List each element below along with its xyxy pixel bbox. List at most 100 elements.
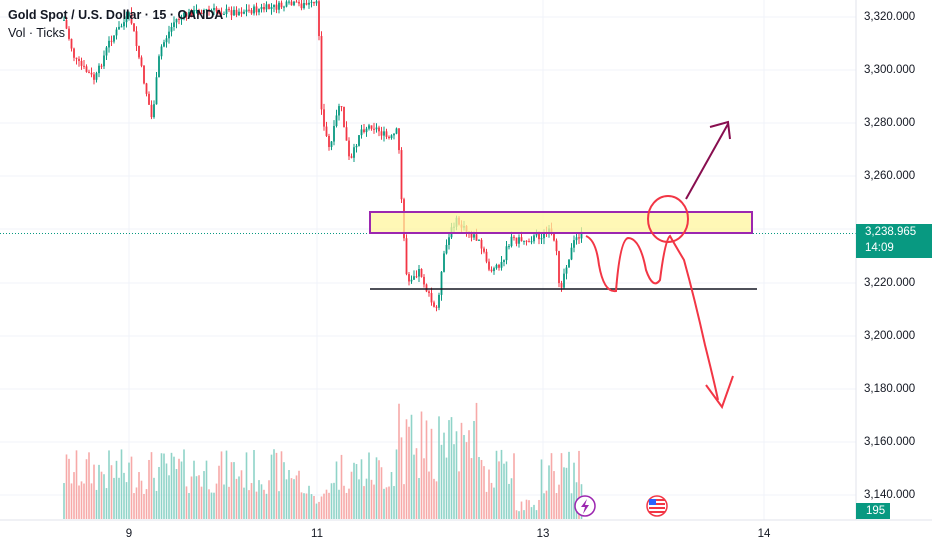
candle-body bbox=[390, 135, 393, 139]
volume-bar bbox=[553, 471, 555, 519]
candle-body bbox=[435, 306, 438, 308]
candle-body bbox=[143, 65, 145, 84]
volume-bar bbox=[173, 456, 175, 519]
volume-bar bbox=[218, 465, 220, 519]
candle-body bbox=[198, 9, 200, 14]
volume-bar bbox=[475, 402, 478, 519]
candle-body bbox=[400, 150, 403, 200]
volume-bar bbox=[325, 489, 328, 519]
volume-bar bbox=[490, 482, 493, 519]
volume-bar bbox=[223, 484, 225, 519]
candle-body bbox=[360, 129, 363, 136]
volume-bar bbox=[365, 478, 368, 519]
volume-bar bbox=[448, 420, 450, 519]
price-tick: 3,180.000 bbox=[864, 383, 916, 395]
volume-bar bbox=[505, 461, 508, 519]
purple-arrow-line[interactable] bbox=[685, 123, 729, 200]
volume-bar bbox=[570, 493, 573, 519]
volume-indicator-label[interactable]: Vol · Ticks bbox=[8, 26, 65, 40]
candle-body bbox=[513, 236, 515, 238]
volume-bar bbox=[548, 465, 550, 519]
volume-bar bbox=[578, 450, 580, 519]
candle-body bbox=[95, 73, 98, 80]
volume-bar bbox=[248, 490, 250, 519]
volume-bar bbox=[440, 444, 443, 519]
volume-bar bbox=[160, 453, 163, 519]
red-arrow-head[interactable] bbox=[705, 375, 734, 410]
candle-body bbox=[238, 11, 240, 16]
red-circle-drawing[interactable] bbox=[647, 195, 689, 243]
candle-body bbox=[130, 12, 133, 24]
volume-bar bbox=[405, 419, 408, 519]
resistance-zone[interactable] bbox=[369, 211, 753, 234]
volume-bar bbox=[495, 450, 498, 519]
candle-body bbox=[495, 264, 498, 269]
volume-bar bbox=[445, 457, 448, 519]
time-tick: 9 bbox=[125, 528, 133, 540]
candle-body bbox=[190, 12, 193, 18]
candle-body bbox=[275, 4, 278, 10]
candle-body bbox=[510, 236, 513, 247]
candle-body bbox=[328, 135, 330, 147]
volume-badge: 195 bbox=[856, 503, 890, 519]
volume-bar bbox=[318, 501, 320, 519]
candle-body bbox=[408, 274, 410, 282]
candle-body bbox=[150, 104, 153, 118]
candle-body bbox=[480, 239, 483, 249]
candle-body bbox=[255, 6, 258, 13]
candle-body bbox=[575, 237, 578, 241]
candle-body bbox=[318, 1, 320, 37]
purple-arrow-head[interactable] bbox=[709, 120, 731, 140]
candle-body bbox=[118, 26, 120, 30]
volume-bar bbox=[135, 487, 138, 519]
candle-body bbox=[253, 6, 255, 14]
volume-bar bbox=[428, 471, 430, 519]
volume-bar bbox=[515, 510, 518, 519]
candle-body bbox=[368, 125, 370, 129]
candle-body bbox=[73, 48, 75, 58]
volume-bar bbox=[193, 460, 195, 519]
price-tick: 3,300.000 bbox=[864, 64, 916, 76]
volume-bar bbox=[175, 469, 178, 519]
candle-body bbox=[220, 13, 223, 15]
volume-bar bbox=[125, 482, 128, 519]
candle-body bbox=[398, 128, 400, 151]
candle-body bbox=[80, 60, 83, 66]
volume-bar bbox=[243, 487, 245, 519]
candle-body bbox=[573, 240, 575, 248]
candle-body bbox=[420, 269, 423, 277]
candle-body bbox=[165, 38, 168, 43]
volume-bar bbox=[75, 450, 78, 519]
volume-bar bbox=[233, 462, 235, 519]
candle-body bbox=[153, 104, 155, 118]
candle-body bbox=[443, 253, 445, 272]
candle-body bbox=[578, 237, 580, 239]
candle-body bbox=[250, 10, 253, 14]
candle-body bbox=[445, 244, 448, 254]
volume-bar bbox=[290, 478, 293, 519]
volume-bar bbox=[568, 451, 570, 519]
volume-bar bbox=[120, 449, 123, 519]
us-flag-icon[interactable] bbox=[646, 495, 668, 517]
volume-bar bbox=[545, 490, 548, 519]
candle-body bbox=[538, 234, 540, 240]
candle-body bbox=[528, 241, 530, 243]
symbol-title[interactable]: Gold Spot / U.S. Dollar · 15 · OANDA bbox=[8, 8, 224, 22]
candle-body bbox=[123, 22, 125, 27]
volume-bar bbox=[165, 463, 168, 519]
volume-bar bbox=[453, 444, 455, 519]
candle-body bbox=[145, 83, 148, 94]
volume-bar bbox=[285, 479, 288, 519]
volume-bar bbox=[520, 501, 523, 519]
candle-body bbox=[215, 7, 218, 12]
candle-body bbox=[230, 10, 233, 16]
candle-body bbox=[183, 12, 185, 18]
candle-body bbox=[285, 1, 288, 7]
candle-body bbox=[193, 9, 195, 18]
red-path-drawing[interactable] bbox=[585, 234, 719, 401]
volume-bar bbox=[183, 449, 185, 519]
volume-bar bbox=[483, 466, 485, 519]
candle-body bbox=[243, 11, 245, 14]
volume-bar bbox=[255, 491, 258, 519]
